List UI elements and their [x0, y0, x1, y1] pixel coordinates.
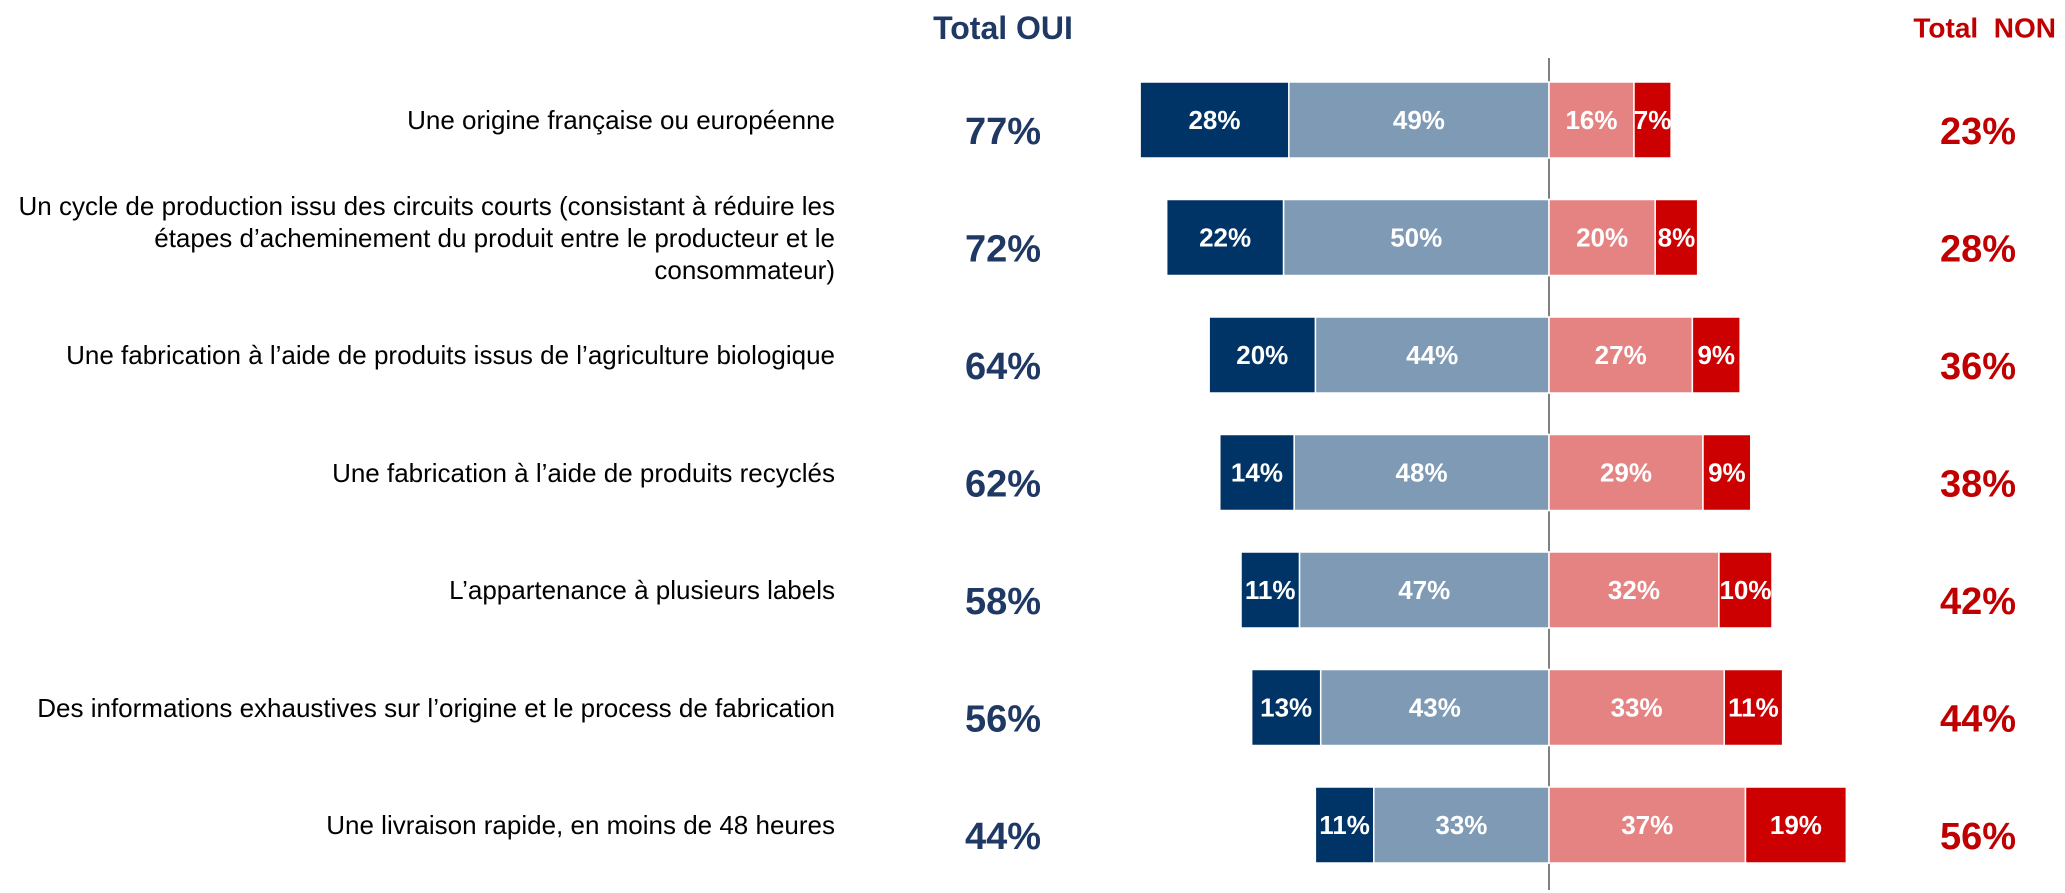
bar-segment [1240, 551, 1301, 629]
bar-segment [1633, 81, 1672, 159]
bar-label: 22% [1199, 223, 1251, 253]
bar-label: 14% [1231, 458, 1283, 488]
bar-segment [1548, 198, 1656, 277]
bar-segment [1744, 786, 1848, 864]
bar-label: 20% [1576, 223, 1628, 253]
bar-segment [1314, 316, 1550, 394]
bar-segment [1208, 316, 1317, 394]
bar-segment [1298, 551, 1550, 629]
bar-segment [1314, 786, 1375, 864]
total-value: 58% [965, 581, 1041, 623]
bar-label: 44% [1406, 340, 1458, 370]
bar-label: 29% [1600, 458, 1652, 488]
total-value: 42% [1940, 581, 2016, 623]
total-title: Total NON [1913, 13, 2056, 44]
category-label: Un cycle de production issu des circuits… [18, 190, 835, 285]
bar-label: 28% [1188, 105, 1240, 135]
bar-segment [1723, 668, 1784, 747]
bar-label: 33% [1435, 810, 1487, 840]
category-label: Une livraison rapide, en moins de 48 heu… [326, 810, 835, 840]
total-value: 23% [1940, 111, 2016, 153]
bar-segment [1250, 668, 1322, 747]
category-label: Une origine française ou européenne [407, 105, 835, 135]
category-label: Des informations exhaustives sur l’origi… [37, 692, 835, 723]
total-value: 77% [965, 111, 1041, 153]
bar-label: 27% [1595, 340, 1647, 370]
bar-label: 48% [1396, 458, 1448, 488]
bar-label: 47% [1398, 575, 1450, 605]
bar-label: 33% [1611, 693, 1663, 723]
bar-segment [1288, 81, 1550, 159]
bar-label: 43% [1409, 693, 1461, 723]
total-value: 28% [1940, 229, 2016, 271]
bar-label: 11% [1245, 575, 1296, 605]
bar-label: 13% [1260, 693, 1312, 723]
bar-segment [1654, 198, 1699, 277]
bar-segment [1139, 81, 1290, 159]
total-value: 64% [965, 346, 1041, 388]
total-value: 72% [965, 229, 1041, 271]
bar-segment [1373, 786, 1550, 864]
bar-segment [1319, 668, 1550, 747]
bar-segment [1548, 316, 1694, 394]
bar-label: 19% [1770, 810, 1822, 840]
category-label: L’appartenance à plusieurs labels [449, 575, 835, 605]
bar-label: 11% [1319, 810, 1370, 840]
total-value: 62% [965, 464, 1041, 506]
bar-label: 32% [1608, 575, 1660, 605]
category-label: Une fabrication à l’aide de produits iss… [66, 340, 835, 370]
bar-segment [1548, 668, 1725, 747]
bar-segment [1718, 551, 1773, 629]
total-value: 36% [1940, 346, 2016, 388]
bar-segment [1691, 316, 1741, 394]
bar-label: 50% [1390, 223, 1442, 253]
bar-label: 10% [1719, 575, 1771, 605]
total-value: 38% [1940, 464, 2016, 506]
bar-segment [1548, 81, 1635, 159]
bar-label: 9% [1697, 340, 1735, 370]
bar-label: 16% [1565, 105, 1617, 135]
total-title: Total OUI [933, 10, 1073, 46]
bar-segment [1293, 433, 1550, 512]
bar-segment [1548, 433, 1704, 512]
bar-label: 8% [1658, 223, 1696, 253]
category-label: Une fabrication à l’aide de produits rec… [332, 457, 835, 488]
bar-segment [1702, 433, 1752, 512]
total-value: 44% [965, 816, 1041, 858]
bar-segment [1165, 198, 1285, 277]
bar-label: 37% [1621, 810, 1673, 840]
bar-label: 20% [1236, 340, 1288, 370]
bar-segment [1548, 551, 1720, 629]
bar-label: 11% [1728, 693, 1779, 723]
bar-label: 49% [1393, 105, 1445, 135]
bar-label: 9% [1708, 458, 1746, 488]
bar-label: 7% [1634, 105, 1672, 135]
total-value: 56% [965, 699, 1041, 741]
total-value: 44% [1940, 699, 2016, 741]
total-value: 56% [1940, 816, 2016, 858]
bar-segment [1219, 433, 1295, 512]
